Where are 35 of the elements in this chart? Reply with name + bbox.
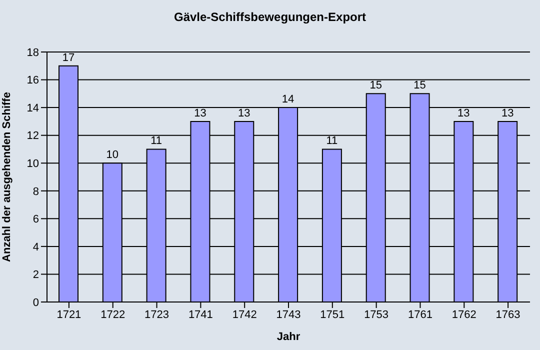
data-label: 13 (458, 107, 470, 120)
y-tick-label: 18 (26, 46, 39, 59)
x-tick-label: 1742 (232, 308, 257, 321)
x-tick-label: 1751 (320, 308, 345, 321)
x-tick-label: 1722 (100, 308, 126, 321)
x-tick-label: 1743 (276, 308, 301, 321)
x-tick-label: 1763 (496, 308, 520, 321)
data-label: 13 (194, 107, 206, 120)
data-label: 15 (414, 80, 426, 92)
y-tick-label: 0 (32, 296, 39, 309)
data-label: 15 (370, 80, 382, 92)
y-tick-label: 14 (26, 102, 39, 114)
x-tick-label: 1741 (188, 308, 213, 321)
y-tick-label: 2 (32, 269, 39, 282)
y-tick-label: 4 (32, 241, 39, 254)
x-tick-label: 1753 (364, 308, 389, 321)
x-axis-title: Jahr (276, 331, 301, 343)
chart-title: Gävle-Schiffsbewegungen-Export (172, 10, 368, 24)
data-label: 14 (282, 94, 294, 106)
data-label: 17 (62, 52, 75, 64)
x-tick-label: 1762 (452, 308, 476, 321)
y-tick-label: 10 (26, 158, 39, 170)
y-axis-title: Anzahl der ausgehenden Schiffe (0, 92, 13, 262)
x-tick-label: 1723 (144, 308, 170, 321)
x-tick-label: 1761 (408, 308, 432, 321)
data-label: 13 (501, 107, 514, 120)
data-label: 13 (238, 107, 250, 120)
data-label: 11 (326, 135, 338, 148)
y-tick-label: 6 (32, 214, 39, 226)
y-tick-label: 12 (26, 130, 39, 142)
data-label: 11 (150, 135, 162, 148)
y-tick-label: 8 (32, 186, 39, 198)
data-label: 10 (106, 149, 119, 162)
y-tick-label: 16 (26, 74, 39, 87)
x-tick-label: 1721 (56, 308, 82, 321)
